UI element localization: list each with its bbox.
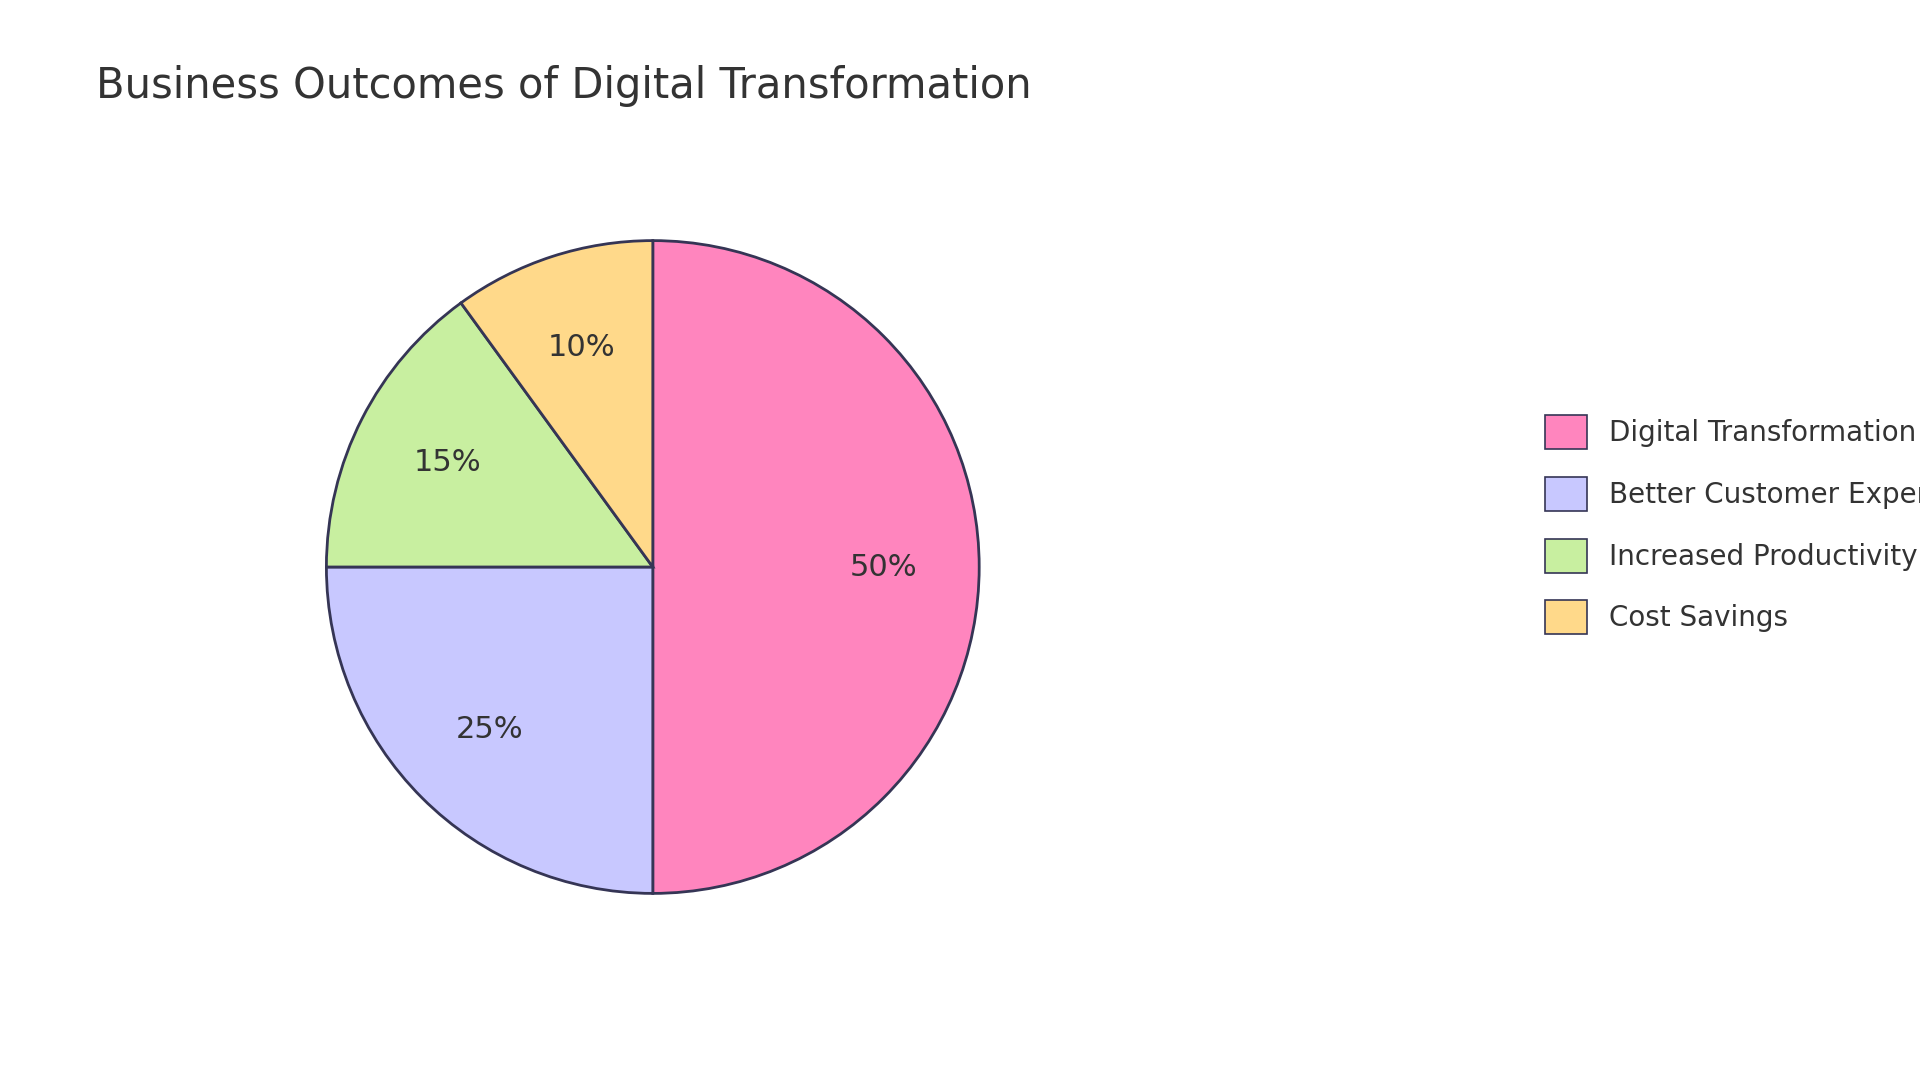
Wedge shape xyxy=(326,567,653,893)
Text: Business Outcomes of Digital Transformation: Business Outcomes of Digital Transformat… xyxy=(96,65,1031,107)
Text: 15%: 15% xyxy=(413,448,482,477)
Text: 25%: 25% xyxy=(457,715,524,744)
Wedge shape xyxy=(461,241,653,567)
Wedge shape xyxy=(326,302,653,567)
Text: 50%: 50% xyxy=(849,553,918,581)
Wedge shape xyxy=(653,241,979,893)
Text: 10%: 10% xyxy=(547,334,616,363)
Legend: Digital Transformation, Better Customer Experiences, Increased Productivity, Cos: Digital Transformation, Better Customer … xyxy=(1523,393,1920,657)
